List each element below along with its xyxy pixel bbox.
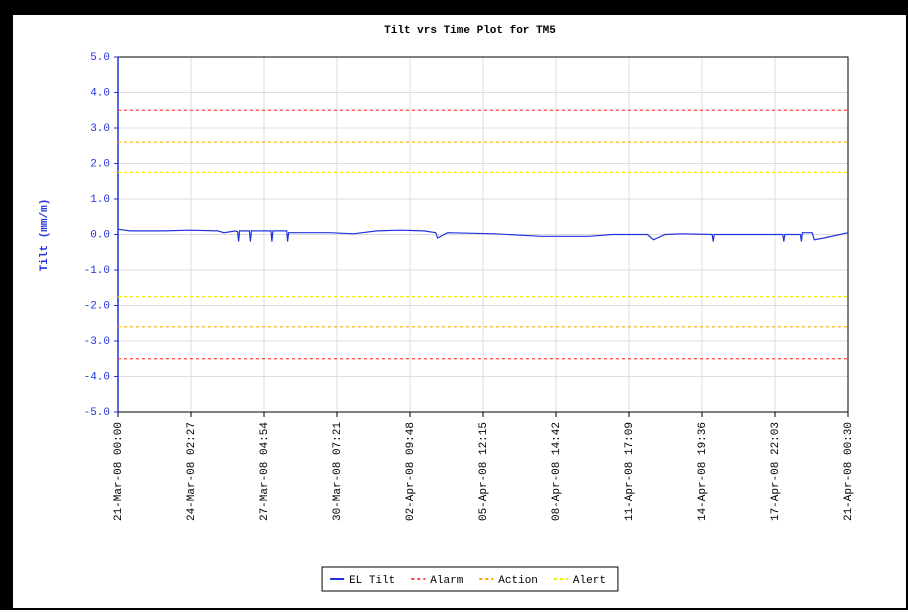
x-tick-label: 24-Mar-08 02:27: [186, 422, 198, 521]
legend-item: Alert: [553, 575, 606, 587]
x-tick-label: 27-Mar-08 04:54: [259, 422, 271, 521]
y-tick-label: 3.0: [90, 123, 110, 135]
y-tick-label: -3.0: [84, 336, 110, 348]
y-axis-label: Tilt (mm/m): [39, 199, 51, 272]
legend-label: EL Tilt: [349, 575, 395, 587]
x-tick-label: 02-Apr-08 09:48: [405, 422, 417, 521]
y-tick-label: -4.0: [84, 371, 110, 383]
x-tick-label: 21-Apr-08 00:30: [843, 422, 855, 521]
legend-box: [321, 566, 619, 592]
legend-item: Alarm: [411, 575, 464, 587]
y-tick-label: 5.0: [90, 52, 110, 64]
x-tick-label: 11-Apr-08 17:09: [624, 422, 636, 521]
x-tick-label: 17-Apr-08 22:03: [770, 422, 782, 521]
y-tick-label: 1.0: [90, 194, 110, 206]
legend-item: Action: [479, 575, 538, 587]
data-line: [117, 228, 849, 242]
legend-label: Action: [498, 575, 538, 587]
y-tick-label: -5.0: [84, 407, 110, 419]
left-bar: [1, 1, 13, 609]
legend-label: Alarm: [430, 575, 463, 587]
y-tick-label: 2.0: [90, 158, 110, 170]
x-tick-label: 30-Mar-08 07:21: [332, 422, 344, 521]
legend-label: Alert: [573, 575, 606, 587]
y-tick-label: -1.0: [84, 265, 110, 277]
legend-item: EL Tilt: [330, 575, 395, 587]
x-tick-label: 08-Apr-08 14:42: [551, 422, 563, 521]
legend: EL Tilt Alarm Action Alert: [321, 566, 619, 592]
y-tick-label: 4.0: [90, 87, 110, 99]
x-tick-label: 21-Mar-08 00:00: [113, 422, 125, 521]
x-tick-label: 14-Apr-08 19:36: [697, 422, 709, 521]
top-bar: [1, 1, 907, 15]
x-tick-label: 05-Apr-08 12:15: [478, 422, 490, 521]
y-tick-label: 0.0: [90, 229, 110, 241]
chart-title: Tilt vrs Time Plot for TM5: [384, 25, 556, 37]
y-tick-label: -2.0: [84, 300, 110, 312]
